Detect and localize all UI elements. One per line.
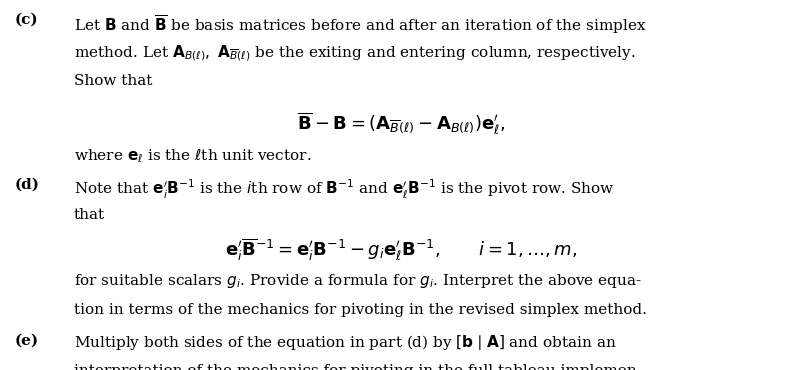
Text: (c): (c)	[14, 13, 38, 27]
Text: Note that $\mathbf{e}^{\prime}_{i}\mathbf{B}^{-1}$ is the $i$th row of $\mathbf{: Note that $\mathbf{e}^{\prime}_{i}\mathb…	[74, 178, 614, 201]
Text: Let $\mathbf{B}$ and $\overline{\mathbf{B}}$ be basis matrices before and after : Let $\mathbf{B}$ and $\overline{\mathbf{…	[74, 13, 646, 36]
Text: that: that	[74, 208, 105, 222]
Text: for suitable scalars $g_i$. Provide a formula for $g_i$. Interpret the above equ: for suitable scalars $g_i$. Provide a fo…	[74, 272, 642, 290]
Text: tion in terms of the mechanics for pivoting in the revised simplex method.: tion in terms of the mechanics for pivot…	[74, 303, 646, 317]
Text: where $\mathbf{e}_{\ell}$ is the $\ell$th unit vector.: where $\mathbf{e}_{\ell}$ is the $\ell$t…	[74, 147, 311, 165]
Text: (d): (d)	[14, 178, 39, 192]
Text: $\overline{\mathbf{B}} - \mathbf{B} = (\mathbf{A}_{\overline{B}(\ell)} - \mathbf: $\overline{\mathbf{B}} - \mathbf{B} = (\…	[297, 111, 505, 138]
Text: (e): (e)	[14, 333, 38, 347]
Text: $\mathbf{e}^{\prime}_{i}\overline{\mathbf{B}}^{-1} = \mathbf{e}^{\prime}_{i}\mat: $\mathbf{e}^{\prime}_{i}\overline{\mathb…	[225, 237, 577, 263]
Text: Show that: Show that	[74, 74, 152, 88]
Text: interpretation of the mechanics for pivoting in the full tableau implemen-: interpretation of the mechanics for pivo…	[74, 364, 642, 370]
Text: method. Let $\mathbf{A}_{B(\ell)},\ \mathbf{A}_{\overline{B}(\ell)}$ be the exit: method. Let $\mathbf{A}_{B(\ell)},\ \mat…	[74, 44, 635, 63]
Text: Multiply both sides of the equation in part (d) by $[\mathbf{b} \mid \mathbf{A}]: Multiply both sides of the equation in p…	[74, 333, 617, 352]
